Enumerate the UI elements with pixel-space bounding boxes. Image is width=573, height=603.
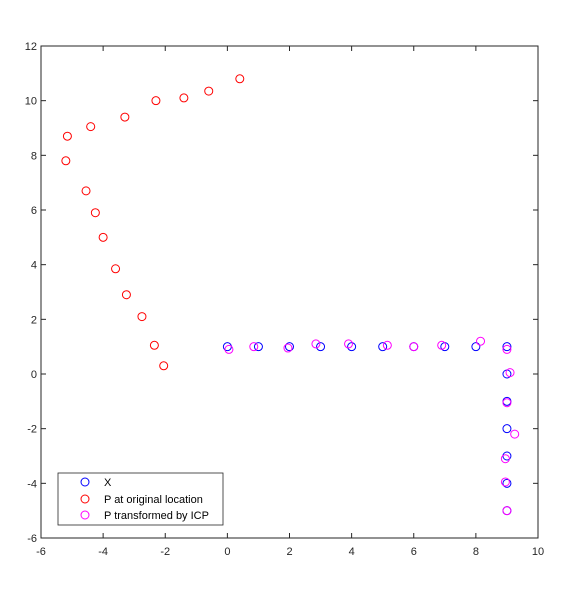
point-series-0-9 [502,342,512,352]
x-tick-label-3: 0 [224,546,230,558]
x-tick-label-5: 4 [349,546,355,558]
y-tick-label-5: 4 [31,260,37,272]
x-tick-label-1: -4 [98,546,108,558]
point-series-0-8 [471,342,481,352]
point-series-2-6 [409,342,419,352]
point-series-0-13 [502,451,512,461]
legend-label-x: X [104,477,112,489]
point-series-1-10 [98,232,108,242]
point-series-0-3 [316,342,326,352]
point-series-2-13 [500,454,510,464]
legend-marker-p-icp [80,510,90,520]
y-tick-label-8: 10 [25,96,37,108]
legend-box [57,472,224,526]
point-series-2-10 [505,368,515,378]
y-tick-label-7: 8 [31,150,37,162]
x-tick-label-0: -6 [36,546,46,558]
point-series-0-0 [222,342,232,352]
point-series-2-7 [437,340,447,350]
point-series-0-12 [502,424,512,434]
point-series-2-12 [510,429,520,439]
legend-marker-x [80,477,90,487]
point-series-0-5 [378,342,388,352]
point-series-1-14 [149,340,159,350]
point-series-0-2 [285,342,294,352]
y-tick-label-4: 2 [31,314,37,326]
point-series-1-11 [111,264,121,274]
x-tick-label-8: 10 [532,546,544,558]
y-tick-label-9: 12 [25,41,37,53]
tick-layer: -6 -4 -2 0 2 4 6 8 10 -6 -4 -2 0 2 4 6 8 10 12 [25,41,544,558]
plot-background [41,46,538,538]
point-series-2-11 [502,398,512,408]
y-tick-label-6: 6 [31,205,37,217]
point-series-2-2 [283,343,293,353]
point-series-1-9 [90,208,100,218]
point-series-2-15 [502,506,512,516]
legend: X P at original location P transformed b… [57,472,224,526]
point-series-2-0 [224,344,234,354]
point-series-0-14 [502,478,512,488]
legend-label-p-icp: P transformed by ICP [104,510,209,522]
point-series-2-5 [382,340,392,350]
point-series-1-12 [121,290,131,300]
point-series-2-9 [502,344,512,354]
point-series-0-1 [253,342,263,352]
y-tick-label-1: -4 [27,478,37,490]
x-tick-label-6: 6 [411,546,417,558]
point-series-1-6 [62,131,72,141]
data-layer [61,74,520,516]
point-series-2-3 [311,339,321,349]
point-series-2-4 [344,339,354,349]
point-series-1-7 [61,156,71,166]
point-series-1-1 [204,86,214,96]
y-tick-label-2: -2 [27,424,37,436]
point-series-0-4 [347,342,357,352]
point-series-1-0 [235,74,245,84]
point-series-1-13 [137,312,147,322]
point-series-1-5 [86,122,96,132]
point-series-2-8 [476,336,486,346]
legend-marker-p-original [80,494,90,504]
point-series-1-8 [81,186,91,196]
point-series-2-1 [249,342,259,352]
point-series-1-2 [179,93,189,103]
point-series-1-4 [120,112,130,122]
x-tick-label-4: 2 [286,546,292,558]
x-tick-label-2: -2 [160,546,170,558]
point-series-1-15 [159,361,169,371]
y-tick-label-3: 0 [31,369,37,381]
point-series-1-3 [151,96,161,106]
y-tick-label-0: -6 [27,533,37,545]
x-tick-label-7: 8 [473,546,479,558]
point-series-2-14 [500,477,510,487]
legend-label-p-original: P at original location [104,494,203,506]
